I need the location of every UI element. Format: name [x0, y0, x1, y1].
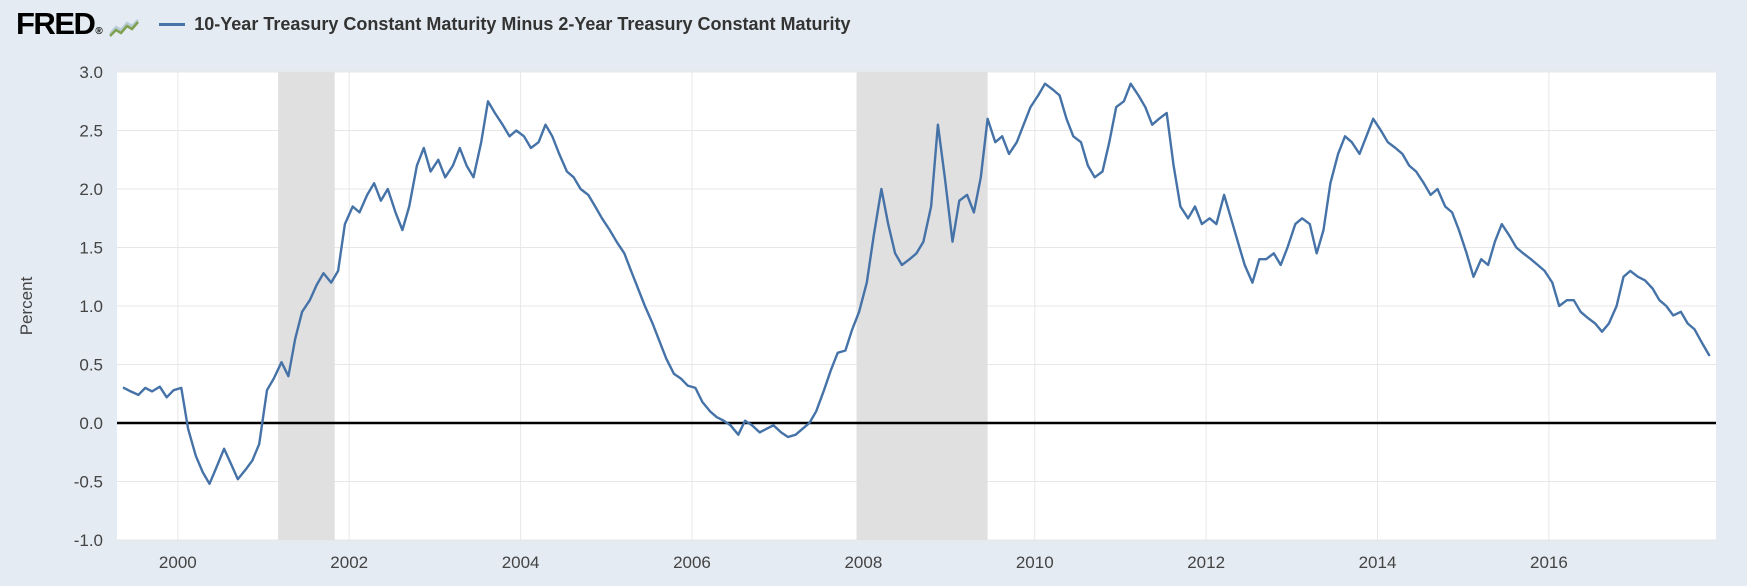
- x-tick-label: 2016: [1530, 553, 1568, 572]
- y-tick-label: 2.5: [79, 122, 103, 141]
- y-tick-label: 0.5: [79, 356, 103, 375]
- registered-mark: ®: [95, 26, 102, 37]
- x-tick-label: 2012: [1187, 553, 1225, 572]
- spread-chart[interactable]: 3.0 2.5 2.0 1.5 1.0 0.5 0.0 -0.5 -1.0 2000 2002 200…: [0, 48, 1747, 586]
- series-color-swatch: [159, 22, 186, 26]
- y-axis-title: Percent: [17, 276, 36, 335]
- series-title: 10-Year Treasury Constant Maturity Minus…: [194, 13, 851, 34]
- x-tick-label: 2002: [330, 553, 368, 572]
- x-tick-label: 2010: [1016, 553, 1054, 572]
- x-tick-label: 2014: [1359, 553, 1397, 572]
- fred-logo-text: FRED: [16, 6, 96, 41]
- y-tick-label: 2.0: [79, 180, 103, 199]
- y-tick-label: 3.0: [79, 63, 103, 82]
- fred-logo[interactable]: FRED ®: [16, 6, 103, 42]
- x-tick-label: 2006: [673, 553, 711, 572]
- chart-region: 3.0 2.5 2.0 1.5 1.0 0.5 0.0 -0.5 -1.0 2000 2002 200…: [0, 48, 1747, 586]
- header: FRED ® 10-Year Treasury Constant Maturity…: [0, 0, 1747, 48]
- recession-band: [856, 72, 988, 540]
- y-tick-label: 0.0: [79, 414, 103, 433]
- series-line: [122, 82, 1711, 485]
- x-tick-label: 2004: [502, 553, 540, 572]
- y-tick-label: -0.5: [74, 473, 103, 492]
- x-tick-label: 2000: [159, 553, 197, 572]
- chart-legend: 10-Year Treasury Constant Maturity Minus…: [159, 14, 850, 35]
- fred-sparkline-icon: [109, 19, 140, 37]
- y-tick-label: -1.0: [74, 531, 103, 550]
- y-tick-label: 1.5: [79, 239, 103, 258]
- y-tick-label: 1.0: [79, 297, 103, 316]
- x-tick-label: 2008: [844, 553, 882, 572]
